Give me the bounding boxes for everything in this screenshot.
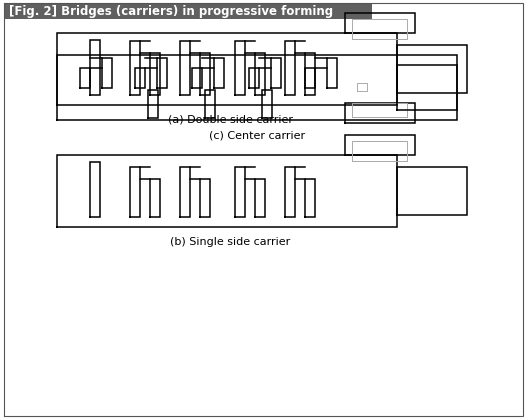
Text: [Fig. 2] Bridges (carriers) in progressive forming: [Fig. 2] Bridges (carriers) in progressi…: [9, 5, 333, 18]
Text: (c) Center carrier: (c) Center carrier: [209, 130, 305, 140]
Bar: [4, 3, 372, 19]
Text: (b) Single side carrier: (b) Single side carrier: [170, 237, 290, 247]
Text: (a) Double side carrier: (a) Double side carrier: [168, 115, 292, 125]
